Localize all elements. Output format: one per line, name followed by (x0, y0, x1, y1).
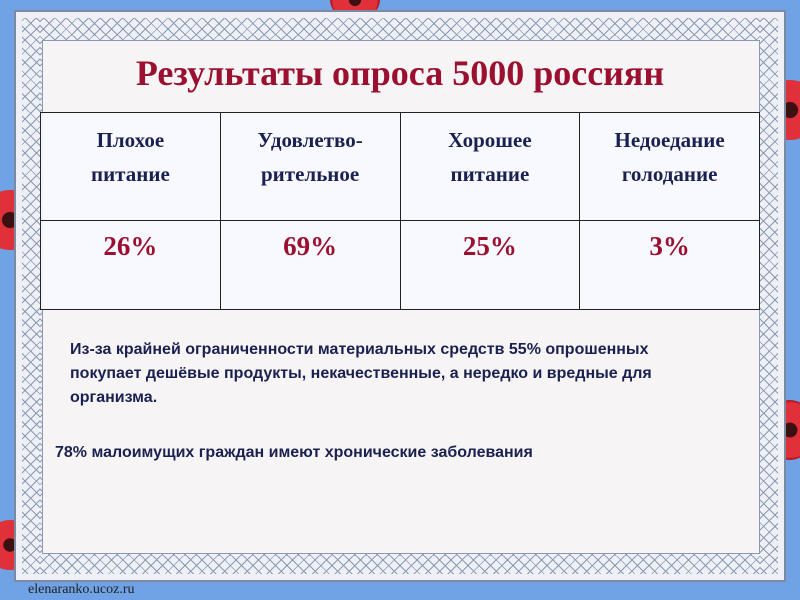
header-line: Недоедание (614, 128, 725, 152)
header-line: Плохое (96, 128, 165, 152)
note-text: Из-за крайней ограниченности материальны… (70, 341, 652, 406)
value-cell: 26% (40, 220, 221, 310)
value-cell: 25% (399, 220, 581, 310)
header-line: голодание (621, 162, 718, 186)
header-cell: Недоедание голодание (579, 112, 760, 221)
header-line: Удовлетво- (257, 128, 363, 152)
header-cell: Плохое питание (40, 112, 221, 221)
header-line: питание (90, 162, 170, 186)
table-row: 26% 69% 25% 3% (40, 220, 760, 310)
slide-title: Результаты опроса 5000 россиян (135, 53, 665, 93)
header-cell: Удовлетво-рительное (219, 112, 401, 221)
header-cell: Хорошее питание (399, 112, 581, 221)
header-line: питание (450, 162, 530, 186)
value-cell: 3% (579, 220, 760, 310)
header-line: рительное (261, 162, 360, 186)
watermark: elenaranko.ucoz.ru (28, 582, 135, 597)
header-line: Хорошее (448, 128, 532, 152)
survey-table: Плохое питание Удовлетво-рительное Хороше… (40, 112, 760, 310)
value-cell: 69% (219, 220, 401, 310)
table-header-row: Плохое питание Удовлетво-рительное Хороше… (40, 112, 760, 221)
note-text: 78% малоимущих граждан имеют хронические… (55, 444, 533, 461)
